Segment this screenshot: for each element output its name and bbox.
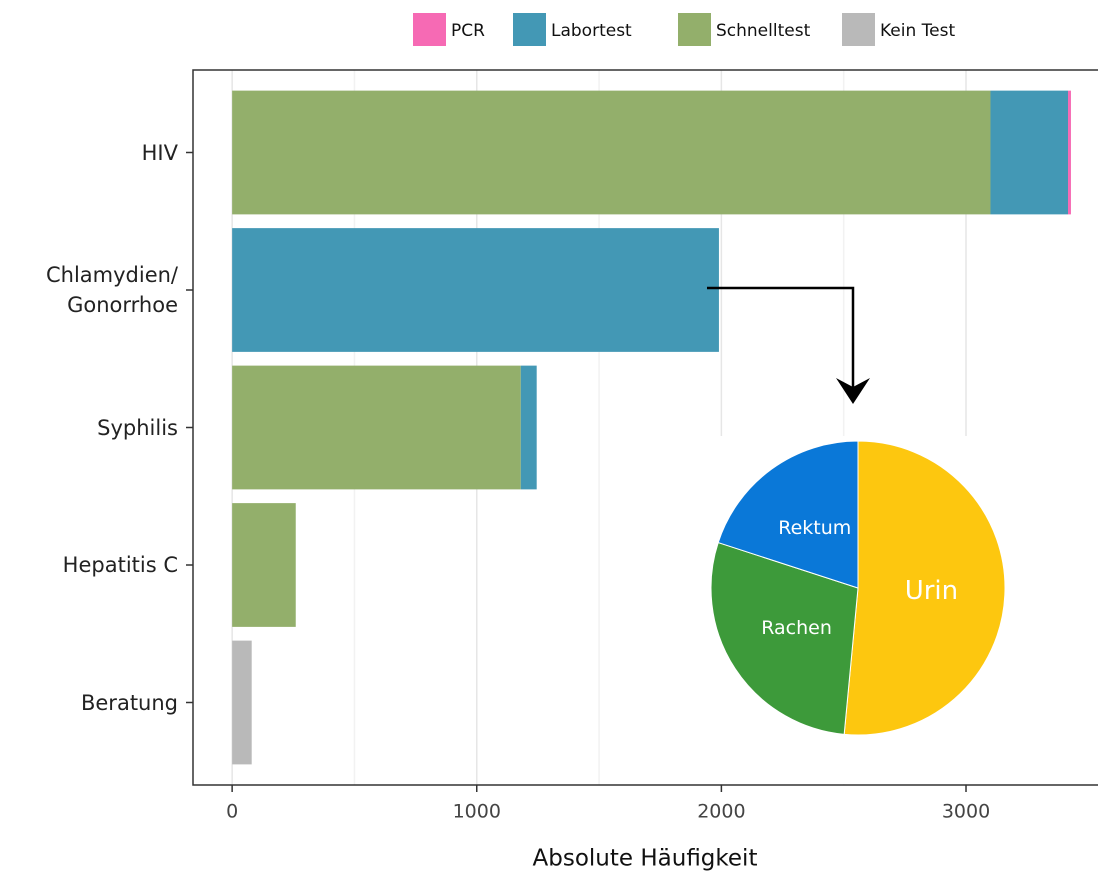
legend-swatch (513, 13, 546, 46)
bar-segment (232, 640, 252, 765)
bar-segment (520, 365, 537, 490)
legend-label: Labortest (551, 21, 632, 41)
legend-item: Kein Test (842, 13, 955, 46)
bar-segment (232, 90, 991, 215)
legend-item: Labortest (513, 13, 632, 46)
legend-swatch (413, 13, 446, 46)
bar-segment (1068, 90, 1071, 215)
x-tick-label: 3000 (942, 801, 990, 823)
x-tick-label: 1000 (453, 801, 501, 823)
x-axis-title: Absolute Häufigkeit (533, 846, 758, 872)
arrow (707, 286, 855, 392)
y-tick-label: Hepatitis C (62, 553, 178, 577)
pie-label: Urin (905, 576, 958, 606)
y-tick-label: HIV (141, 140, 178, 165)
y-tick-label: Syphilis (97, 415, 178, 440)
pie-label: Rachen (761, 617, 832, 639)
y-tick-label: Chlamydien/ Gonorrhoe (45, 263, 178, 317)
pie-label: Rektum (778, 517, 851, 539)
bar-segment (990, 90, 1069, 215)
pie-slice (710, 541, 859, 735)
bar-segment (232, 503, 296, 627)
bar-segment (232, 365, 521, 490)
y-tick-label: Beratung (80, 690, 178, 715)
legend-item: PCR (413, 13, 485, 46)
legend-label: Kein Test (880, 21, 955, 41)
x-tick-label: 0 (226, 801, 238, 823)
pie-slice (843, 440, 1006, 736)
bar-segment (232, 228, 719, 352)
arrow-head (836, 378, 870, 404)
legend-label: PCR (451, 21, 485, 41)
legend-label: Schnelltest (716, 21, 811, 41)
legend-item: Schnelltest (678, 13, 811, 46)
pie-slice (717, 440, 859, 589)
x-tick-label: 2000 (697, 801, 745, 823)
legend-swatch (678, 13, 711, 46)
legend-swatch (842, 13, 875, 46)
